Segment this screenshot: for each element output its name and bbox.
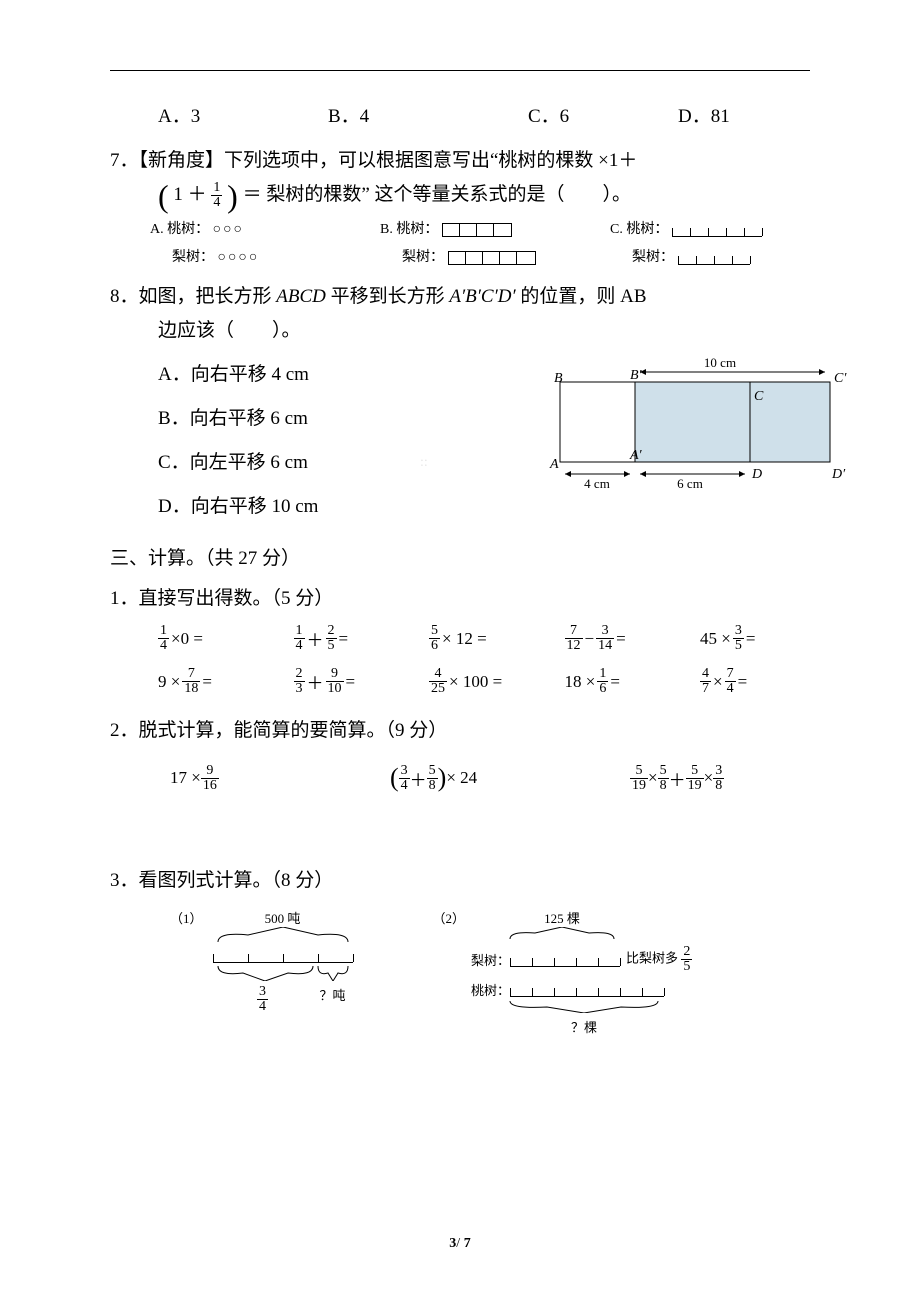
q7-B-peach-label: 桃树：	[396, 222, 438, 237]
q7-stem-line1: 7．【新角度】下列选项中，可以根据图意写出“桃树的棵数 ×1＋	[110, 144, 810, 178]
q7-C-ticks-top	[672, 223, 762, 237]
sec3-q2-title: 2．脱式计算，能简算的要简算。（9 分）	[110, 720, 447, 741]
q3-2-bot: ？棵	[507, 1017, 661, 1036]
sec3-title: 三、计算。（共 27 分）	[110, 548, 300, 569]
q8-bot-len2: 6 cm	[677, 476, 703, 491]
q6-opt-b: B．4	[328, 101, 369, 128]
q3-1-top: 500 吨	[213, 908, 353, 927]
q7-stem-suffix: ＝ 梨树的棵数” 这个等量关系式的是（ ）。	[243, 184, 631, 205]
q3-2-note: 比梨树多	[626, 950, 678, 965]
q8-optB: B．向右平移 6 cm	[158, 408, 308, 429]
q8-stem3: 的位置，则 AB	[520, 286, 646, 307]
svg-text:D′: D′	[831, 467, 846, 482]
svg-text:A: A	[549, 457, 559, 472]
q6-opt-a: A．3	[158, 101, 200, 128]
q7-optA: A. 桃树： ○○○	[150, 218, 350, 238]
q8-bot-len1: 4 cm	[584, 476, 610, 491]
pagenum-total: 7	[464, 1236, 471, 1251]
watermark: ::	[420, 446, 428, 480]
calc2-row: 17 × 916 ( 34 ＋ 58 ) × 24 519 × 58 ＋ 519…	[110, 762, 810, 794]
q7-labelB: B.	[380, 222, 393, 237]
sec3-q3-title: 3．看图列式计算。（8 分）	[110, 870, 333, 891]
q3-1-label: （1）	[170, 908, 203, 927]
q8-optD: D．向右平移 10 cm	[158, 496, 318, 517]
q3-fig1: （1） 500 吨 34 ？吨	[170, 908, 353, 1014]
svg-text:D: D	[751, 467, 762, 482]
q8-stem-line1: 8．如图，把长方形 ABCD 平移到长方形 A′B′C′D′ 的位置，则 AB	[110, 280, 810, 314]
q7-frac-num: 1	[211, 181, 222, 195]
svg-text:A′: A′	[629, 448, 643, 463]
q7-B-bar-bot	[448, 251, 536, 265]
svg-text:C: C	[754, 389, 764, 404]
q7-A-peach-label: 桃树：	[167, 222, 209, 237]
pagenum-sep: /	[456, 1236, 463, 1251]
q3-1-botright: ？吨	[313, 985, 353, 1014]
q7-stem-line2: ( 1 ＋ 14 ) ＝ 梨树的棵数” 这个等量关系式的是（ ）。	[110, 178, 810, 212]
q3-fig2: （2） 125 棵 梨树： 比梨树多 25	[433, 908, 693, 1036]
q8-aprime: A′B′C′D′	[449, 286, 515, 307]
q3-2-pear: 梨树：	[471, 950, 510, 969]
q7-stem-prefix: 7．【新角度】下列选项中，可以根据图意写出“桃树的棵数 ×1＋	[110, 150, 637, 171]
q7-B-bar-top	[442, 223, 512, 237]
page-number: 3/ 7	[0, 1236, 920, 1252]
q7-C-ticks-bot	[678, 251, 750, 265]
q7-A-circles-bot: ○○○○	[218, 250, 260, 265]
calc-row1: 14 ×0 = 14＋25 = 56 × 12 = 712−314 = 45 ×…	[110, 624, 810, 653]
q7-C-peach-label: 桃树：	[626, 222, 668, 237]
q6-opt-c: C．6	[528, 101, 569, 128]
q7-optB: B. 桃树：	[380, 218, 580, 238]
q7-C-pear-label: 梨树：	[632, 250, 674, 265]
svg-text:B: B	[554, 371, 563, 386]
q7-B-pear-label: 梨树：	[402, 250, 444, 265]
q7-optC: C. 桃树：	[610, 218, 810, 238]
q8-top-len: 10 cm	[704, 355, 736, 370]
q3-2-top: 125 棵	[507, 908, 617, 927]
q8-stem1: 8．如图，把长方形	[110, 286, 276, 307]
q8-stem-line2: 边应该（ ）。	[110, 314, 810, 348]
q7-labelC: C.	[610, 222, 623, 237]
q8-optA: A．向右平移 4 cm	[158, 364, 309, 385]
q8-stem2: 平移到长方形	[331, 286, 450, 307]
q8-diagram: 10 cm 4 cm 6 cm B B′ C′ C A A′ D D′	[540, 352, 850, 502]
sec3-q1-title: 1．直接写出得数。（5 分）	[110, 588, 333, 609]
q7-labelA: A.	[150, 222, 164, 237]
q7-A-circles-top: ○○○	[213, 222, 244, 237]
svg-text:C′: C′	[834, 371, 847, 386]
q8-optC: C．向左平移 6 cm	[158, 452, 308, 473]
calc-row2: 9 × 718 = 23＋910 = 425 × 100 = 18 × 16 =…	[110, 667, 810, 696]
q7-frac-den: 4	[211, 195, 222, 210]
q6-opt-d: D．81	[678, 101, 730, 128]
q3-2-label: （2）	[433, 908, 466, 927]
q8-abcd: ABCD	[276, 286, 326, 307]
q3-2-peach: 桃树：	[471, 980, 510, 999]
q7-A-pear-label: 梨树：	[172, 250, 214, 265]
q8-stem4: 边应该（ ）。	[158, 320, 301, 341]
svg-text:B′: B′	[630, 368, 643, 383]
